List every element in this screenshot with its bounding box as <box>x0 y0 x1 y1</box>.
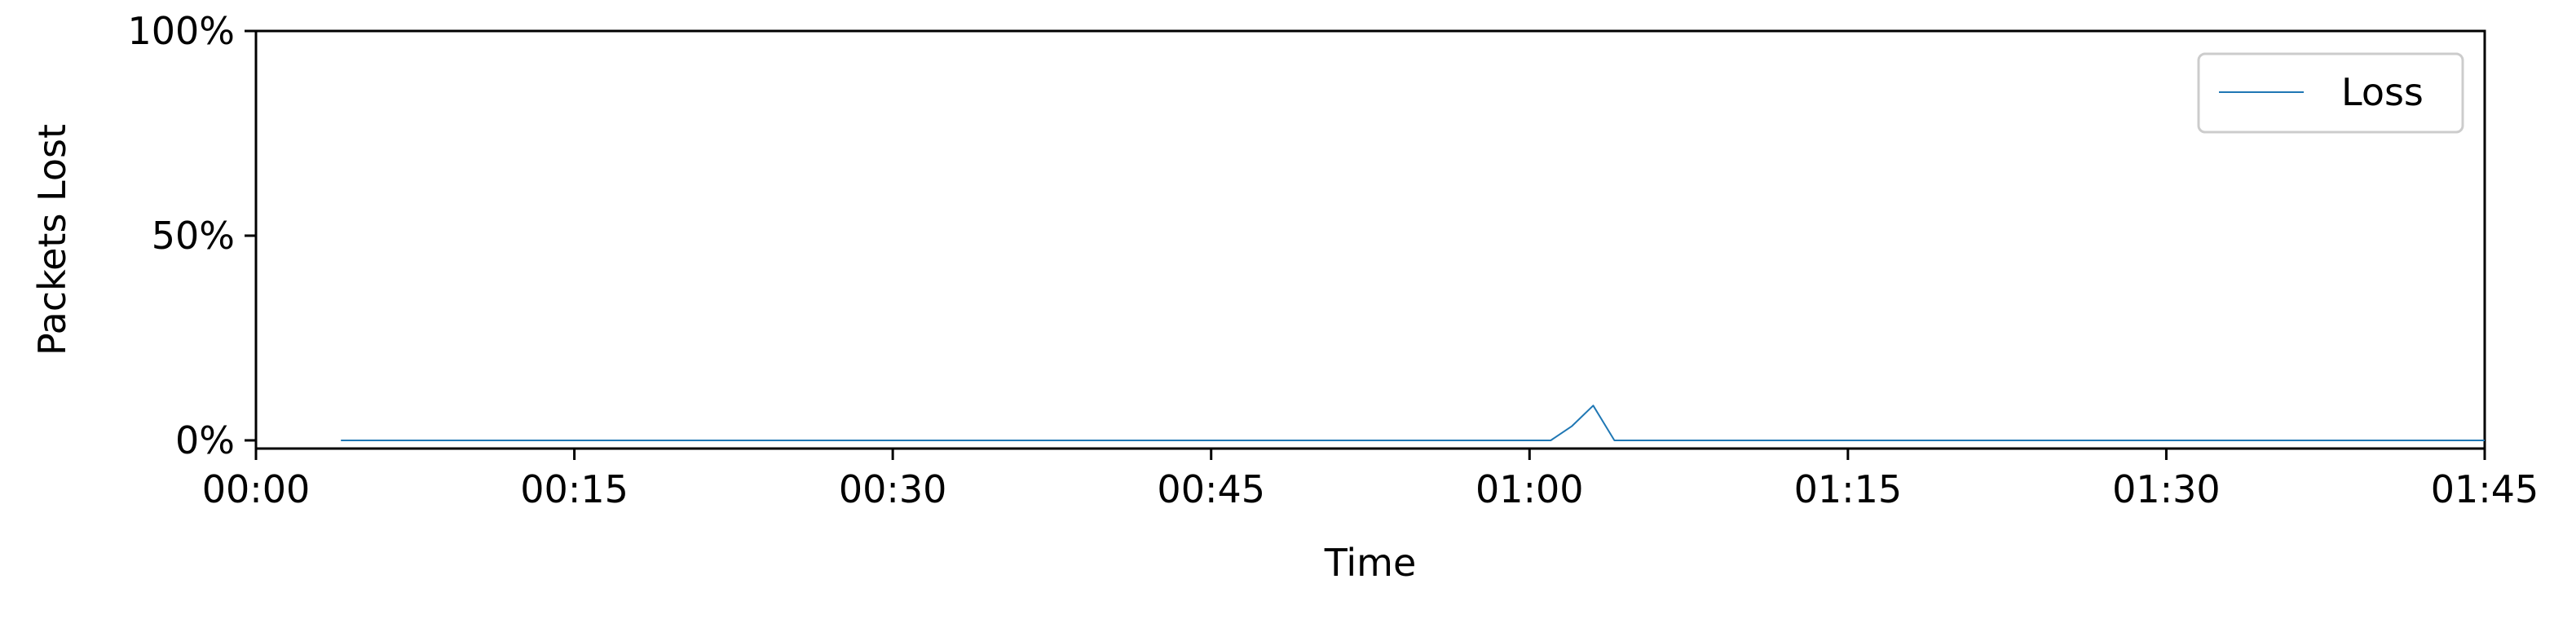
x-tick-label: 00:15 <box>520 467 629 511</box>
y-tick-label: 100% <box>127 9 235 53</box>
legend: Loss <box>2197 52 2464 134</box>
x-tick-label: 01:30 <box>2112 467 2221 511</box>
x-tick-label: 01:00 <box>1475 467 1584 511</box>
x-tick-label: 00:00 <box>202 467 311 511</box>
legend-box <box>2197 52 2464 134</box>
y-tick-label: 50% <box>152 214 235 258</box>
series-line-loss <box>341 405 2485 441</box>
x-tick-label: 01:15 <box>1794 467 1903 511</box>
series-group <box>341 405 2485 441</box>
y-axis-label: Packets Lost <box>30 124 74 356</box>
legend-label-loss: Loss <box>2341 70 2424 114</box>
x-tick-label: 00:45 <box>1157 467 1265 511</box>
x-axis: 00:00 00:15 00:30 00:45 01:00 01:15 01:30 01:45 <box>202 449 2539 511</box>
y-axis: 0% 50% 100% <box>127 9 256 462</box>
x-tick-label: 00:30 <box>839 467 947 511</box>
plot-area <box>254 29 2486 450</box>
x-tick-label: 01:45 <box>2431 467 2539 511</box>
x-axis-label: Time <box>1324 541 1417 585</box>
y-tick-label: 0% <box>175 418 235 462</box>
